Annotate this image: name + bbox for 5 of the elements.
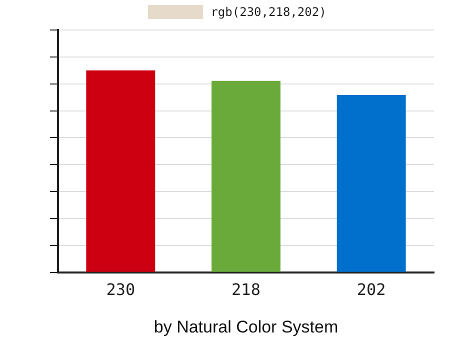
x-tick-label: 230 bbox=[106, 280, 136, 300]
x-tick-label: 218 bbox=[232, 280, 260, 300]
x-tick-label: 202 bbox=[356, 280, 386, 300]
text: rgb(230,218,202) bbox=[210, 5, 326, 19]
x-axis-title: by Natural Color System bbox=[154, 317, 338, 336]
